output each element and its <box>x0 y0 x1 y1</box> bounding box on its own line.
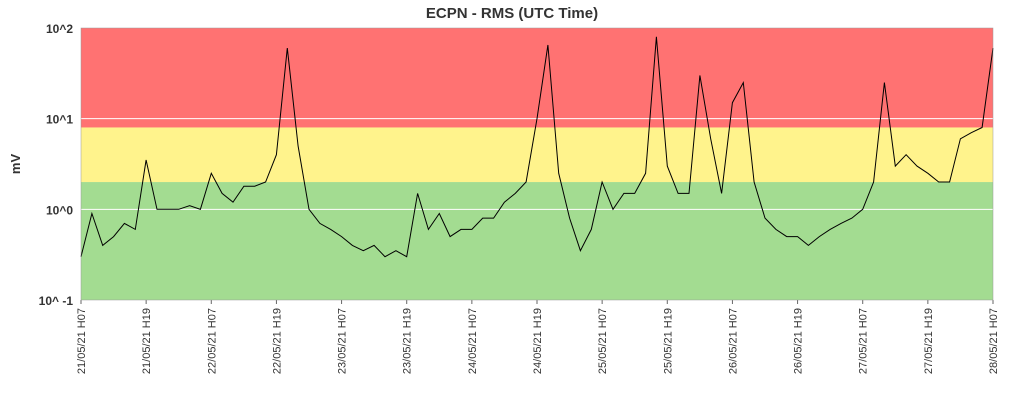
threshold-band <box>81 182 993 300</box>
y-tick-label: 10^0 <box>46 203 73 217</box>
y-axis-label: mV <box>8 154 23 175</box>
x-tick-label: 22/05/21 H07 <box>206 308 218 374</box>
plot-border <box>80 27 994 301</box>
x-tick-label: 21/05/21 H07 <box>76 308 88 374</box>
data-line <box>80 36 994 258</box>
x-tick-label: 28/05/21 H07 <box>988 308 1000 374</box>
y-tick-label: 10^1 <box>46 113 73 127</box>
x-tick-label: 25/05/21 H19 <box>662 308 674 374</box>
x-tick-label: 21/05/21 H19 <box>141 308 153 374</box>
x-tick-label: 22/05/21 H19 <box>271 308 283 374</box>
x-tick-label: 26/05/21 H19 <box>793 308 805 374</box>
x-tick-label: 25/05/21 H07 <box>597 308 609 374</box>
chart-title: ECPN - RMS (UTC Time) <box>426 5 598 22</box>
threshold-band <box>81 127 993 183</box>
x-tick-label: 27/05/21 H07 <box>858 308 870 374</box>
threshold-band <box>81 28 993 128</box>
x-tick-label: 23/05/21 H19 <box>402 308 414 374</box>
x-tick-label: 23/05/21 H07 <box>337 308 349 374</box>
y-tick-label: 10^2 <box>46 22 73 36</box>
x-tick-label: 27/05/21 H19 <box>923 308 935 374</box>
x-tick-label: 26/05/21 H07 <box>727 308 739 374</box>
x-tick-label: 24/05/21 H07 <box>467 308 479 374</box>
y-tick-label: 10^ -1 <box>39 294 74 308</box>
x-tick-label: 24/05/21 H19 <box>532 308 544 374</box>
